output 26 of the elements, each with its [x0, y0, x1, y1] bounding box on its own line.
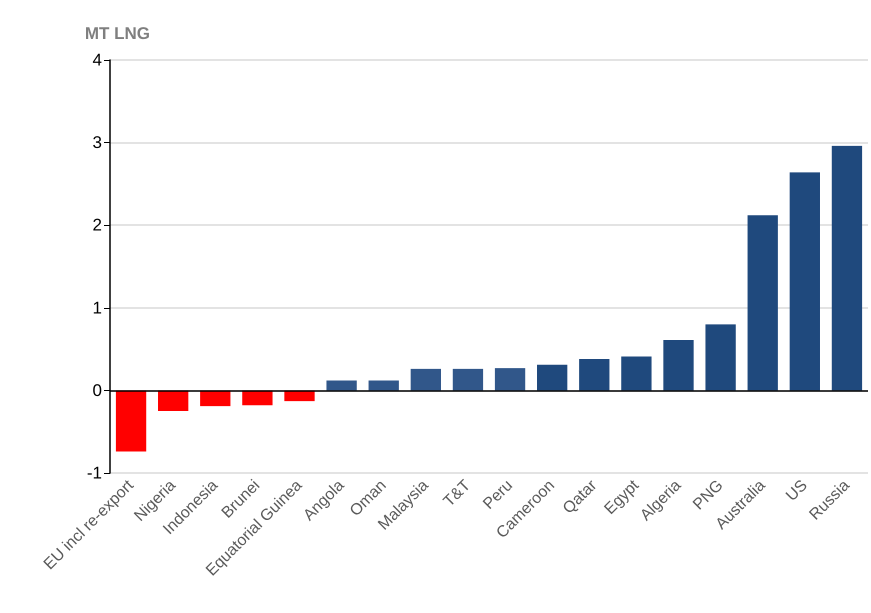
bar [537, 364, 568, 390]
bar [326, 380, 357, 390]
y-tick-label: 0 [92, 380, 102, 400]
bar [748, 215, 778, 390]
bar [621, 356, 652, 390]
y-tick-label: 3 [92, 133, 102, 152]
bar [494, 368, 526, 390]
bar [452, 368, 484, 390]
bar [158, 390, 188, 412]
y-tick-label: -1 [86, 464, 102, 482]
bar [200, 390, 230, 406]
bar [242, 390, 273, 406]
bar [579, 359, 610, 390]
bar [116, 390, 146, 452]
bar [663, 340, 694, 390]
y-tick-label: 4 [92, 50, 102, 70]
bar [410, 368, 441, 390]
y-tick-label: 1 [92, 298, 102, 318]
y-tick-label: 2 [92, 216, 102, 235]
bar [705, 324, 736, 390]
bar [832, 146, 862, 390]
x-tick-label: US [783, 476, 811, 505]
bar [790, 172, 820, 390]
bar [368, 380, 399, 390]
y-axis-title: MT LNG [84, 24, 150, 43]
x-tick-label: T&T [440, 476, 474, 510]
